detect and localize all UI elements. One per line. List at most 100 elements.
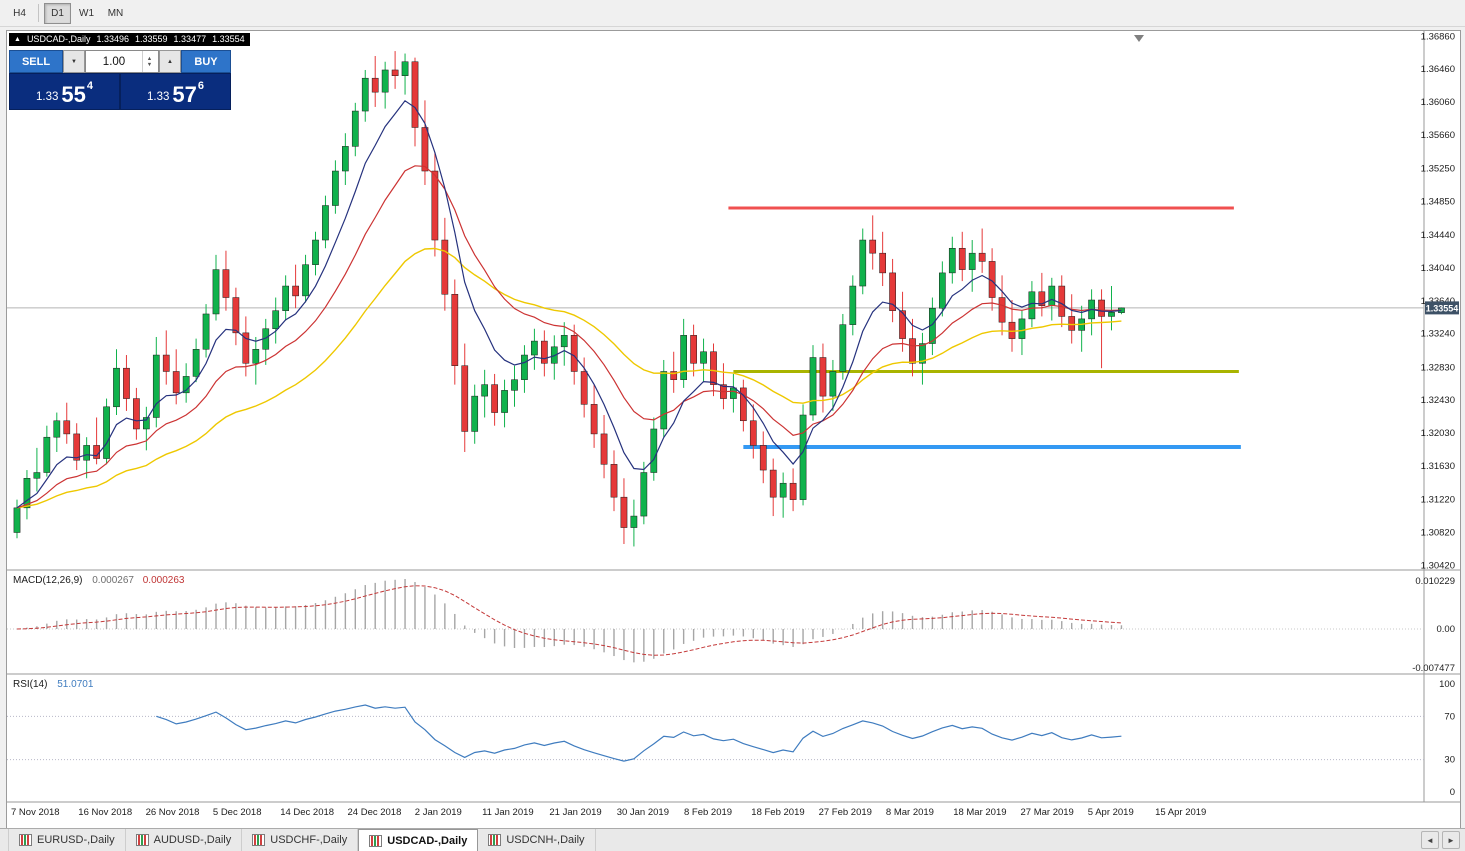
svg-text:2 Jan 2019: 2 Jan 2019 [415, 807, 462, 818]
bid-ask-display: 1.33 55 4 1.33 57 6 [9, 73, 231, 110]
svg-text:21 Jan 2019: 21 Jan 2019 [549, 807, 601, 818]
svg-text:8 Feb 2019: 8 Feb 2019 [684, 807, 732, 818]
svg-text:1.36060: 1.36060 [1421, 97, 1455, 108]
svg-text:5 Dec 2018: 5 Dec 2018 [213, 807, 262, 818]
price-divider [119, 74, 121, 109]
chart-icon [369, 834, 383, 847]
svg-text:1.35250: 1.35250 [1421, 164, 1455, 175]
tab-label: AUDUSD-,Daily [153, 834, 232, 846]
volume-decrease-button[interactable]: ▼ [63, 50, 85, 73]
chevron-down-icon: ▼ [71, 58, 77, 65]
svg-text:27 Mar 2019: 27 Mar 2019 [1021, 807, 1074, 818]
rsi-name: RSI(14) [13, 679, 48, 690]
svg-text:-0.007477: -0.007477 [1412, 663, 1455, 674]
tab-usdchf-daily[interactable]: USDCHF-,Daily [242, 829, 359, 851]
chip-high: 1.33559 [135, 34, 168, 44]
timeframe-button-h4[interactable]: H4 [6, 3, 33, 24]
chip-close: 1.33554 [212, 34, 245, 44]
svg-text:1.31630: 1.31630 [1421, 461, 1455, 472]
tab-usdcad-daily[interactable]: USDCAD-,Daily [358, 829, 479, 851]
svg-text:18 Feb 2019: 18 Feb 2019 [751, 807, 804, 818]
svg-text:16 Nov 2018: 16 Nov 2018 [78, 807, 132, 818]
svg-text:1.32430: 1.32430 [1421, 395, 1455, 406]
tab-label: EURUSD-,Daily [37, 834, 115, 846]
sell-button[interactable]: SELL [9, 50, 63, 73]
arrow-left-icon: ◄ [1426, 835, 1434, 845]
svg-text:1.31220: 1.31220 [1421, 495, 1455, 506]
collapse-panel-icon[interactable]: ▲ [14, 36, 21, 43]
svg-text:7 Nov 2018: 7 Nov 2018 [11, 807, 60, 818]
buy-price-display[interactable]: 1.33 57 6 [121, 74, 230, 109]
svg-text:1.35660: 1.35660 [1421, 130, 1455, 141]
svg-text:1.36460: 1.36460 [1421, 64, 1455, 75]
svg-text:1.34440: 1.34440 [1421, 230, 1455, 241]
chip-low: 1.33477 [173, 34, 207, 44]
rsi-label: RSI(14) 51.0701 [13, 679, 93, 690]
chart-icon [488, 834, 502, 846]
toolbar-separator [38, 4, 39, 22]
chart-icon [135, 834, 149, 846]
macd-label: MACD(12,26,9) 0.000267 0.000263 [13, 575, 184, 586]
chevron-up-icon: ▲ [167, 58, 173, 65]
svg-text:1.34850: 1.34850 [1421, 196, 1455, 207]
svg-text:11 Jan 2019: 11 Jan 2019 [482, 807, 534, 818]
svg-text:1.30820: 1.30820 [1421, 527, 1455, 538]
symbol-ohlc-label: ▲ USDCAD-,Daily 1.33496 1.33559 1.33477 … [9, 33, 250, 46]
buy-button[interactable]: BUY [181, 50, 231, 73]
svg-text:24 Dec 2018: 24 Dec 2018 [348, 807, 402, 818]
sell-price-pips: 55 [61, 82, 86, 108]
macd-value-main: 0.000267 [92, 575, 134, 586]
svg-text:5 Apr 2019: 5 Apr 2019 [1088, 807, 1134, 818]
svg-text:0: 0 [1450, 787, 1455, 798]
volume-increase-button[interactable]: ▲ [159, 50, 181, 73]
svg-text:30: 30 [1444, 755, 1455, 766]
sell-price-base: 1.33 [36, 91, 59, 103]
tab-label: USDCAD-,Daily [387, 834, 468, 847]
svg-text:70: 70 [1444, 711, 1455, 722]
svg-text:26 Nov 2018: 26 Nov 2018 [146, 807, 200, 818]
chart-tabs-bar: EURUSD-,Daily AUDUSD-,Daily USDCHF-,Dail… [0, 828, 1465, 851]
chart-canvas[interactable]: 1.36860 1.36460 1.36060 1.35660 1.35250 1.348… [7, 31, 1460, 828]
volume-input[interactable] [86, 51, 142, 72]
svg-text:27 Feb 2019: 27 Feb 2019 [819, 807, 872, 818]
svg-text:1.33240: 1.33240 [1421, 329, 1455, 340]
sell-price-display[interactable]: 1.33 55 4 [10, 74, 119, 109]
svg-text:1.33640: 1.33640 [1421, 296, 1455, 307]
volume-field-wrap: ▲▼ [85, 50, 159, 73]
trade-controls-row: SELL ▼ ▲▼ ▲ BUY [9, 50, 231, 73]
svg-text:8 Mar 2019: 8 Mar 2019 [886, 807, 934, 818]
tab-label: USDCHF-,Daily [270, 834, 348, 846]
svg-text:0.00: 0.00 [1437, 624, 1456, 635]
chip-symbol: USDCAD-,Daily [26, 34, 91, 44]
svg-text:1.32030: 1.32030 [1421, 428, 1455, 439]
svg-text:1.30420: 1.30420 [1421, 560, 1455, 571]
buy-price-point: 6 [197, 80, 204, 92]
svg-text:1.32830: 1.32830 [1421, 362, 1455, 373]
chip-open: 1.33496 [96, 34, 129, 44]
svg-text:30 Jan 2019: 30 Jan 2019 [617, 807, 669, 818]
spinner-up-icon[interactable]: ▲ [146, 55, 153, 62]
svg-text:1.33554: 1.33554 [1426, 303, 1459, 313]
tabs-scroll-right-button[interactable]: ► [1442, 831, 1460, 849]
spinner-down-icon[interactable]: ▼ [146, 61, 153, 68]
buy-price-base: 1.33 [147, 91, 170, 103]
tab-audusd-daily[interactable]: AUDUSD-,Daily [126, 829, 243, 851]
chart-window[interactable]: 1.36860 1.36460 1.36060 1.35660 1.35250 1.348… [6, 30, 1461, 829]
tab-label: USDCNH-,Daily [506, 834, 585, 846]
timeframe-toolbar: H4 D1 W1 MN [0, 0, 1465, 27]
svg-text:0.010229: 0.010229 [1415, 576, 1455, 587]
tab-usdcnh-daily[interactable]: USDCNH-,Daily [478, 829, 596, 851]
svg-text:15 Apr 2019: 15 Apr 2019 [1155, 807, 1206, 818]
tab-eurusd-daily[interactable]: EURUSD-,Daily [8, 829, 126, 851]
tabs-scroll-controls: ◄ ► [1421, 829, 1465, 851]
volume-spinner[interactable]: ▲ ▼ [142, 51, 156, 72]
timeframe-button-w1[interactable]: W1 [73, 3, 100, 24]
svg-text:100: 100 [1439, 679, 1455, 690]
buy-price-pips: 57 [172, 82, 197, 108]
timeframe-button-d1[interactable]: D1 [44, 2, 71, 24]
macd-name: MACD(12,26,9) [13, 575, 83, 586]
svg-text:1.34040: 1.34040 [1421, 263, 1455, 274]
timeframe-button-mn[interactable]: MN [102, 3, 129, 24]
tabs-scroll-left-button[interactable]: ◄ [1421, 831, 1439, 849]
